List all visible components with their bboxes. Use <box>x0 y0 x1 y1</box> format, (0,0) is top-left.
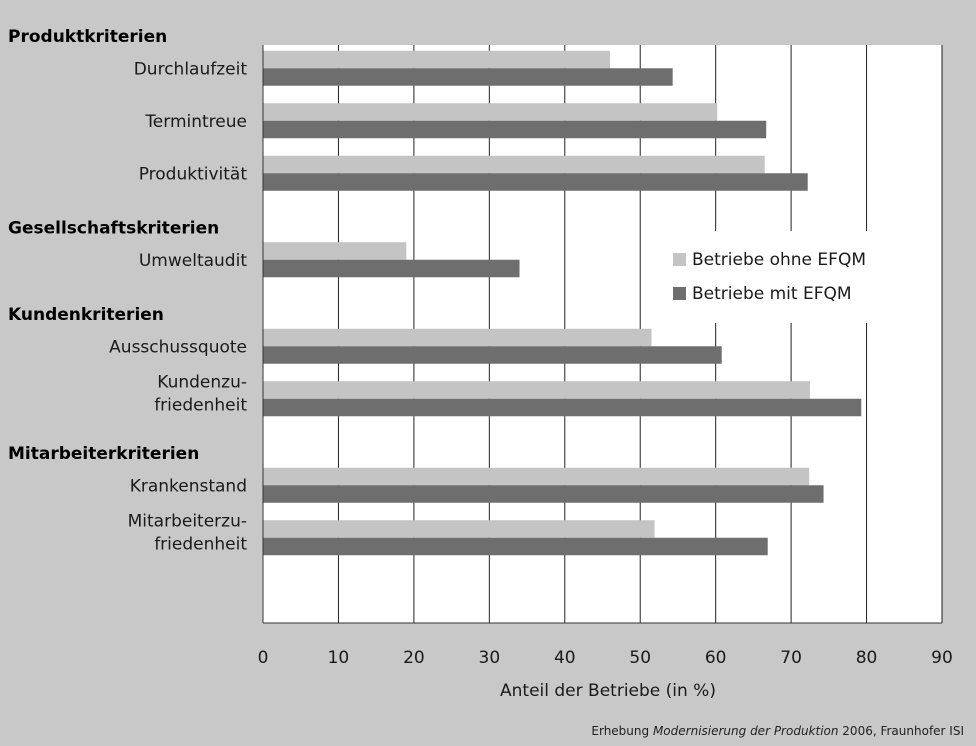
group-label: Mitarbeiterkriterien <box>8 444 199 464</box>
category-label: Mitarbeiterzu- <box>128 511 247 531</box>
legend-swatch <box>673 253 686 266</box>
category-label: Durchlaufzeit <box>134 59 248 79</box>
category-label: friedenheit <box>154 395 247 415</box>
x-tick-label: 60 <box>705 648 727 668</box>
bar-ohne-efqm <box>263 155 765 174</box>
bar-ohne-efqm <box>263 103 718 121</box>
x-tick-label: 50 <box>629 648 651 668</box>
legend-background <box>652 231 920 323</box>
source-prefix: Erhebung <box>591 724 653 738</box>
bar-mit-efqm <box>263 485 824 503</box>
legend-swatch <box>673 287 686 300</box>
bar-mit-efqm <box>263 346 722 364</box>
category-label: Termintreue <box>144 112 247 132</box>
bar-mit-efqm <box>263 398 862 417</box>
bar-ohne-efqm <box>263 242 407 260</box>
x-tick-label: 70 <box>780 648 802 668</box>
group-label: Kundenkriterien <box>8 305 164 325</box>
legend-label: Betriebe mit EFQM <box>692 284 852 304</box>
x-tick-label: 10 <box>328 648 350 668</box>
bar-mit-efqm <box>263 173 808 191</box>
category-label: Produktivität <box>139 164 248 184</box>
category-label: Krankenstand <box>130 476 247 496</box>
source-note: Erhebung Modernisierung der Produktion 2… <box>591 724 964 738</box>
category-label: Umweltaudit <box>139 251 247 271</box>
x-axis-title: Anteil der Betriebe (in %) <box>500 681 716 701</box>
source-title: Modernisierung der Produktion <box>652 724 839 738</box>
x-tick-label: 80 <box>856 648 878 668</box>
bar-mit-efqm <box>263 120 767 139</box>
legend-label: Betriebe ohne EFQM <box>692 250 866 270</box>
bar-ohne-efqm <box>263 328 652 347</box>
legend: Betriebe ohne EFQM Betriebe mit EFQM <box>673 250 866 304</box>
bar-mit-efqm <box>263 537 768 556</box>
x-tick-label: 90 <box>931 648 953 668</box>
x-tick-label: 20 <box>403 648 425 668</box>
bar-ohne-efqm <box>263 50 611 69</box>
bar-ohne-efqm <box>263 520 655 538</box>
bar-ohne-efqm <box>263 381 810 399</box>
bar-mit-efqm <box>263 259 520 278</box>
x-tick-label: 40 <box>554 648 576 668</box>
bar-mit-efqm <box>263 68 673 86</box>
bar-ohne-efqm <box>263 467 810 486</box>
source-suffix: 2006, Fraunhofer ISI <box>838 724 964 738</box>
x-tick-label: 30 <box>479 648 501 668</box>
category-label: Ausschussquote <box>109 337 247 357</box>
group-label: Produktkriterien <box>8 27 167 47</box>
category-label: friedenheit <box>154 534 247 554</box>
group-label: Gesellschaftskriterien <box>8 219 219 239</box>
x-tick-label: 0 <box>258 648 269 668</box>
category-label: Kundenzu- <box>157 372 247 392</box>
